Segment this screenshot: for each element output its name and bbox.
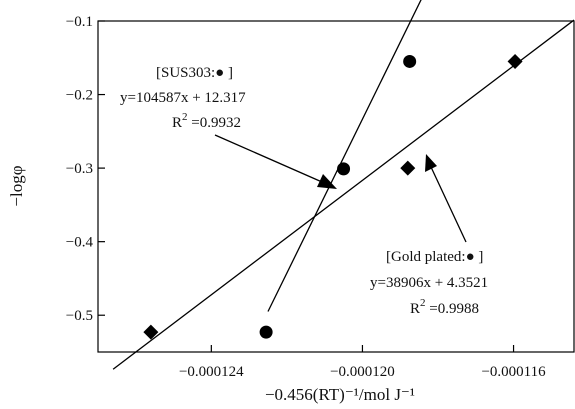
gold-equation: y=38906x + 4.3521: [370, 275, 488, 291]
gold-point: [143, 324, 159, 340]
sus303-r2-prefix: R: [172, 115, 182, 131]
gold-fit-line: [112, 19, 575, 370]
y-tick-label: −0.5: [66, 308, 93, 324]
x-tick-label: −0.000116: [481, 364, 546, 380]
gold-arrow: [430, 166, 467, 243]
x-tick-label: −0.000124: [179, 364, 244, 380]
gold-r2: R2 =0.9988: [410, 297, 479, 317]
y-tick-label: −0.2: [66, 88, 93, 104]
y-tick-label: −0.1: [66, 14, 93, 30]
x-axis-title: −0.456(RT)⁻¹/mol J⁻¹: [265, 385, 415, 404]
sus303-fit-line: [267, 0, 422, 312]
x-axis: −0.000124 −0.000120 −0.000116: [179, 345, 546, 380]
gold-arrowhead: [425, 154, 437, 172]
fit-lines: [112, 0, 575, 370]
y-axis-title: −logφ: [7, 165, 26, 206]
sus303-r2: R2 =0.9932: [172, 111, 241, 131]
gold-r2-prefix: R: [410, 301, 420, 317]
y-tick-label: −0.3: [66, 161, 93, 177]
y-axis: −0.1 −0.2 −0.3 −0.4 −0.5: [66, 14, 105, 324]
sus303-annotation: [SUS303:● ] y=104587x + 12.317 R2 =0.993…: [120, 65, 337, 189]
sus303-point: [259, 325, 273, 339]
sus303-arrow: [214, 134, 323, 183]
sus303-r2-value: =0.9932: [188, 115, 241, 131]
sus303-label: [SUS303:● ]: [156, 65, 233, 81]
x-tick-label: −0.000120: [330, 364, 395, 380]
sus303-arrowhead: [317, 174, 337, 189]
y-tick-label: −0.4: [66, 235, 94, 251]
sus303-point: [403, 54, 417, 68]
gold-point: [507, 53, 523, 69]
data-points: [143, 53, 523, 340]
gold-annotation: [Gold plated:● ] y=38906x + 4.3521 R2 =0…: [370, 154, 488, 317]
gold-r2-value: =0.9988: [426, 301, 479, 317]
sus303-equation: y=104587x + 12.317: [120, 90, 246, 106]
gold-point: [400, 160, 416, 176]
plot-frame: [97, 20, 575, 353]
sus303-r2-sup: 2: [182, 111, 188, 123]
sus303-point: [337, 162, 351, 176]
gold-label: [Gold plated:● ]: [386, 249, 483, 265]
gold-r2-sup: 2: [420, 297, 426, 309]
